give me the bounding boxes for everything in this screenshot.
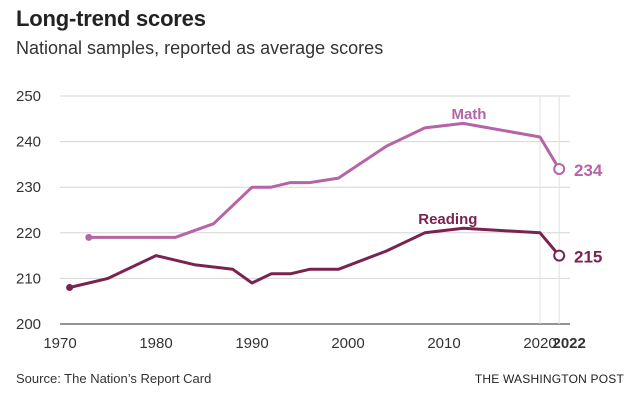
math-end-point — [553, 162, 566, 175]
reading-end-value-label: 215 — [574, 248, 602, 267]
x-tick-label-2022: 2022 — [553, 335, 586, 352]
x-tick-label-1990: 1990 — [235, 335, 268, 352]
chart-title: Long-trend scores — [16, 6, 206, 31]
y-tick-label-210: 210 — [16, 270, 41, 287]
math-start-point — [85, 233, 93, 241]
reference-lines — [539, 96, 560, 324]
y-tick-label-230: 230 — [16, 179, 41, 196]
x-tick-label-2000: 2000 — [331, 335, 364, 352]
chart-subtitle: National samples, reported as average sc… — [16, 38, 384, 58]
x-tick-label-1970: 1970 — [43, 335, 76, 352]
reading-series-line — [68, 226, 561, 289]
y-tick-label-220: 220 — [16, 225, 41, 242]
math-series-label: Math — [451, 106, 486, 123]
grid-lines — [60, 95, 570, 325]
reading-start-point — [66, 284, 74, 292]
publisher-credit: THE WASHINGTON POST — [474, 372, 624, 386]
y-tick-label-200: 200 — [16, 316, 41, 333]
reading-end-point — [553, 249, 566, 262]
series-lines — [66, 121, 566, 292]
source-note: Source: The Nation’s Report Card — [16, 371, 212, 386]
y-tick-label-240: 240 — [16, 134, 41, 151]
series-labels: 234 Math 215 Reading — [418, 106, 603, 266]
x-tick-label-2010: 2010 — [427, 335, 460, 352]
y-axis-tick-labels: 250 240 230 220 210 200 — [16, 88, 41, 333]
y-tick-label-250: 250 — [16, 88, 41, 105]
math-series-line — [87, 121, 561, 239]
reading-series-label: Reading — [418, 211, 477, 228]
x-tick-label-1980: 1980 — [139, 335, 172, 352]
math-end-value-label: 234 — [574, 161, 603, 180]
x-tick-label-2020: 2020 — [523, 335, 556, 352]
